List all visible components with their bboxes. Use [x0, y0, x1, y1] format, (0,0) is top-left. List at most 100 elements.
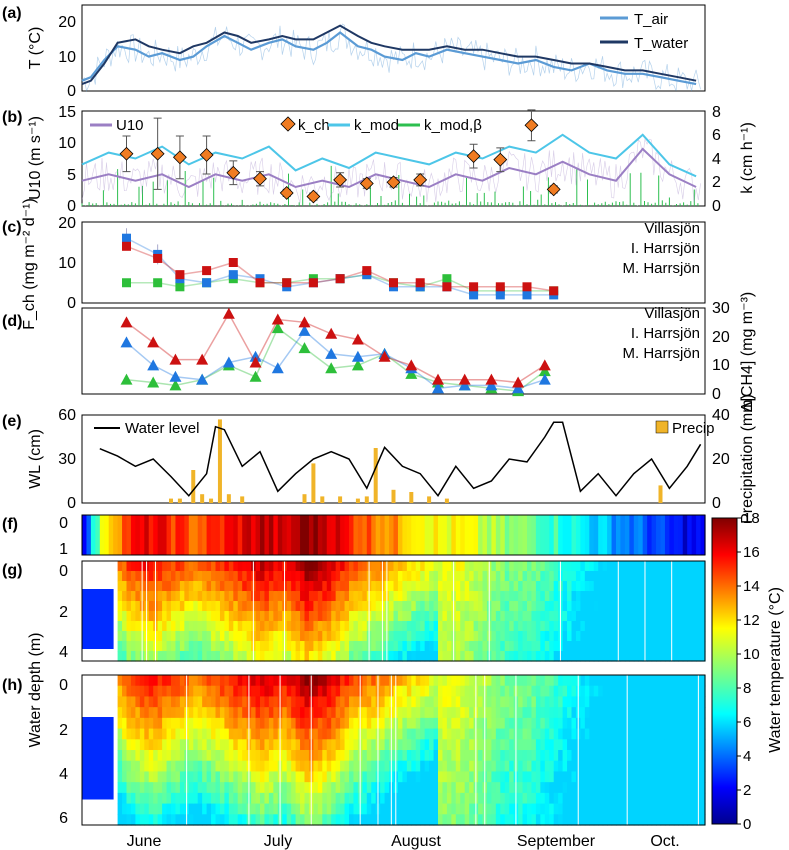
depth-cell — [260, 707, 266, 719]
depth-cell — [633, 611, 639, 622]
depth-cell — [268, 581, 274, 592]
depth-cell — [433, 728, 439, 740]
depth-cell — [491, 611, 497, 622]
depth-cell — [126, 792, 132, 805]
depth-cell — [117, 621, 123, 632]
depth-cell — [197, 782, 203, 794]
depth-cell — [179, 696, 185, 708]
depth-cell — [139, 782, 145, 794]
depth-cell — [130, 561, 136, 572]
f-cell — [611, 515, 617, 555]
depth-cell — [486, 707, 492, 719]
depth-cell — [415, 750, 421, 762]
depth-cell — [607, 651, 613, 662]
d-ylabel-right: Δ[CH4] (mg m⁻³) — [739, 292, 756, 412]
depth-cell — [197, 792, 203, 805]
depth-cell — [575, 631, 581, 642]
f-cell — [157, 515, 163, 555]
depth-cell — [188, 685, 194, 698]
depth-cell — [535, 782, 541, 794]
c-point — [469, 282, 479, 292]
depth-cell — [411, 631, 417, 642]
depth-cell — [433, 651, 439, 662]
colorbar-tick-label: 8 — [743, 680, 751, 697]
c-point — [122, 278, 131, 288]
depth-cell — [317, 651, 323, 662]
depth-cell — [175, 685, 181, 698]
depth-cell — [202, 611, 208, 622]
depth-cell — [446, 814, 452, 826]
depth-cell — [291, 814, 297, 826]
depth-cell — [593, 696, 599, 708]
depth-cell — [260, 651, 266, 662]
depth-cell — [442, 591, 448, 602]
depth-cell — [139, 685, 145, 698]
depth-cell — [584, 685, 590, 698]
depth-cell — [126, 717, 132, 730]
depth-cell — [206, 601, 212, 612]
depth-cell — [202, 651, 208, 662]
depth-cell — [682, 792, 688, 805]
depth-cell — [491, 792, 497, 805]
depth-cell — [291, 717, 297, 730]
depth-cell — [584, 641, 590, 652]
depth-cell — [362, 771, 368, 783]
f-cell — [153, 515, 159, 555]
depth-cell — [219, 771, 225, 783]
depth-cell — [495, 750, 501, 762]
depth-cell — [117, 792, 123, 805]
depth-cell — [518, 739, 524, 751]
depth-cell — [469, 675, 475, 687]
depth-cell — [660, 571, 666, 582]
f-cell — [633, 515, 639, 555]
depth-cell — [664, 696, 670, 708]
depth-cell — [130, 803, 136, 815]
depth-cell — [260, 621, 266, 632]
depth-cell — [193, 561, 199, 572]
depth-cell — [598, 621, 604, 632]
depth-cell — [362, 611, 368, 622]
depth-cell — [571, 621, 577, 632]
depth-cell — [607, 571, 613, 582]
precip-bar — [209, 498, 214, 503]
depth-cell — [242, 739, 248, 751]
depth-cell — [518, 561, 524, 572]
d-legend-villasjon: Villasjön — [644, 305, 700, 322]
depth-cell — [291, 651, 297, 662]
depth-cell — [544, 631, 550, 642]
depth-cell — [616, 771, 622, 783]
depth-cell — [500, 685, 506, 698]
depth-cell — [584, 792, 590, 805]
depth-cell — [593, 591, 599, 602]
depth-cell — [687, 814, 693, 826]
depth-cell — [429, 814, 435, 826]
legend-waterlevel-label: Water level — [125, 420, 199, 437]
depth-cell — [228, 571, 234, 582]
depth-cell — [273, 707, 279, 719]
depth-cell — [584, 739, 590, 751]
depth-cell — [491, 771, 497, 783]
depth-cell — [562, 601, 568, 612]
water-level-line — [99, 421, 702, 498]
depth-cell — [647, 803, 653, 815]
depth-cell — [420, 601, 426, 612]
depth-cell — [206, 685, 212, 698]
depth-cell — [420, 611, 426, 622]
d-point — [485, 379, 498, 391]
depth-cell — [117, 611, 123, 622]
precip-bar — [364, 496, 369, 503]
depth-cell — [531, 782, 537, 794]
depth-cell — [179, 561, 185, 572]
depth-cell — [237, 707, 243, 719]
depth-cell — [313, 707, 319, 719]
f-cell — [504, 515, 510, 555]
depth-cell — [188, 696, 194, 708]
depth-cell — [197, 750, 203, 762]
depth-cell — [237, 803, 243, 815]
c-point — [362, 266, 372, 276]
precip-bar — [427, 496, 432, 503]
depth-cell — [429, 581, 435, 592]
depth-cell — [651, 675, 657, 687]
depth-cell — [179, 675, 185, 687]
depth-cell — [513, 611, 519, 622]
